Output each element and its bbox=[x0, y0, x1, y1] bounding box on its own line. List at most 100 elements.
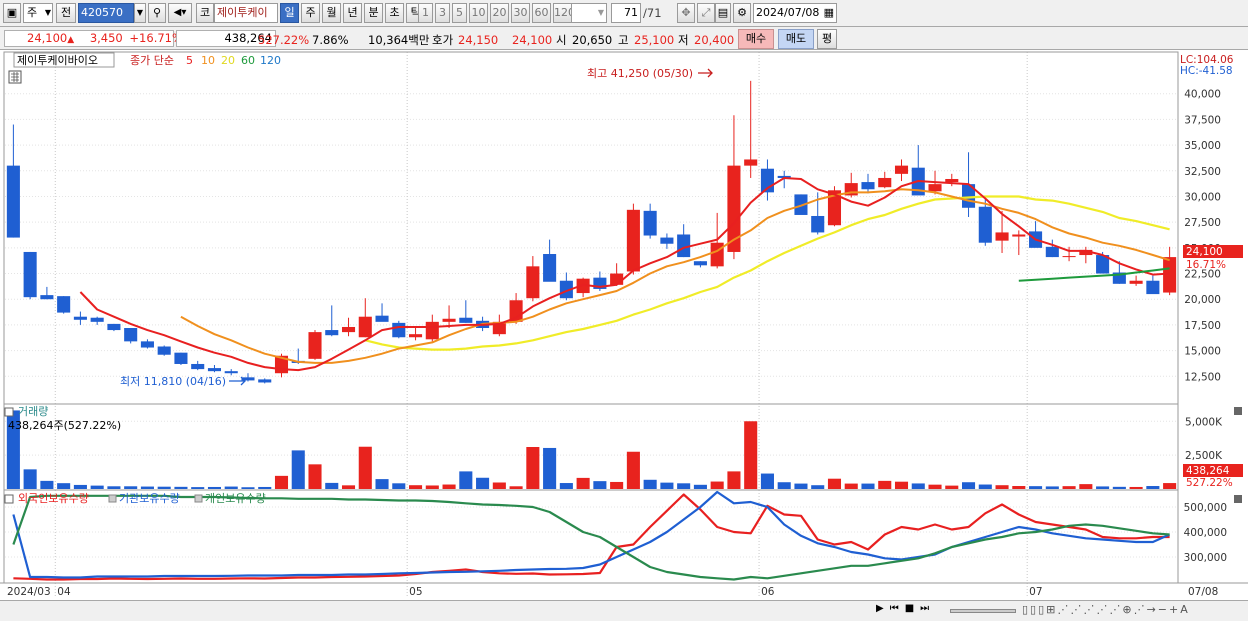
period-0-button[interactable]: 일 bbox=[280, 3, 299, 23]
legend-individual: 개인보유수량 bbox=[205, 492, 266, 505]
draw-line-icon[interactable]: ⤢ bbox=[697, 3, 715, 23]
calendar-icon[interactable]: ▦ bbox=[823, 6, 834, 19]
sell-button[interactable]: 매도 bbox=[778, 29, 814, 49]
volume-bar bbox=[660, 482, 674, 489]
window-menu-icon[interactable]: ▣ bbox=[3, 3, 21, 23]
stock-name: 제이투케이 bbox=[214, 3, 278, 23]
volume-bar bbox=[1079, 484, 1093, 489]
current-price-tag bbox=[1183, 245, 1243, 258]
volume-bar bbox=[811, 485, 825, 489]
candle-body bbox=[576, 278, 590, 294]
legend-ma120: 120 bbox=[260, 54, 281, 67]
volume-bar bbox=[727, 471, 741, 489]
candle-body bbox=[90, 317, 104, 322]
date-input[interactable]: 2024/07/08 ▦ bbox=[753, 3, 837, 23]
prev-button[interactable]: 전 bbox=[56, 3, 76, 23]
panel-toggle-icon[interactable] bbox=[4, 494, 14, 504]
hc-value: HC:-41.58 bbox=[1180, 65, 1233, 77]
candle-body bbox=[425, 321, 439, 340]
volume-bar bbox=[308, 464, 322, 489]
candle-body bbox=[710, 242, 724, 267]
interval-3-button[interactable]: 3 bbox=[435, 3, 450, 23]
chart-grid bbox=[5, 52, 1178, 597]
holdings-line-2 bbox=[12, 494, 1170, 581]
interval-20-button[interactable]: 20 bbox=[490, 3, 509, 23]
ma5-line bbox=[79, 177, 1170, 372]
low-label: 저 bbox=[678, 33, 689, 47]
chevron-down-icon: ▼ bbox=[44, 8, 51, 17]
quote-bar: 24,100▲ 3,450 +16.71% 438,264 527.22% 7.… bbox=[0, 27, 1248, 50]
period-1-button[interactable]: 주 bbox=[301, 3, 320, 23]
legend-marker bbox=[194, 494, 203, 503]
tool-icons[interactable]: ▯▯▯⊞⋰⋰⋰⋰⋰⊕⋰→−+A bbox=[1022, 603, 1190, 616]
price-panel bbox=[6, 80, 1177, 384]
candle-body bbox=[107, 323, 121, 331]
count-total: /71 bbox=[643, 6, 662, 20]
close-icon[interactable] bbox=[1234, 495, 1242, 503]
candle-body bbox=[1146, 280, 1160, 295]
candle-body bbox=[358, 316, 372, 338]
stock-code-input[interactable]: 420570 bbox=[78, 3, 134, 23]
eval-button[interactable]: 평 bbox=[817, 29, 837, 49]
gear-icon[interactable]: ⚙ bbox=[733, 3, 751, 23]
volume-bar bbox=[425, 485, 439, 489]
legend-marker bbox=[108, 494, 117, 503]
scroll-controls[interactable]: ▶⏮■⏭ bbox=[876, 603, 936, 614]
volume-bar bbox=[207, 486, 221, 489]
ma20-line bbox=[365, 195, 1170, 351]
period-3-button[interactable]: 년 bbox=[343, 3, 362, 23]
volume-tag-value: 438,264 bbox=[1186, 465, 1230, 477]
turnover: 7.86% bbox=[312, 33, 349, 47]
volume-bar bbox=[844, 483, 858, 489]
market-type-label[interactable]: 코 bbox=[196, 3, 214, 23]
volume-bar bbox=[1045, 486, 1059, 489]
stock-chart[interactable]: 12,50015,00017,50020,00022,50025,00027,5… bbox=[0, 51, 1248, 602]
candle-body bbox=[894, 165, 909, 174]
candle-body bbox=[1112, 272, 1126, 284]
candle-body bbox=[341, 326, 356, 333]
interval-5-button[interactable]: 5 bbox=[452, 3, 467, 23]
interval-120-button[interactable]: 120 bbox=[553, 3, 575, 23]
price-box: 24,100▲ 3,450 +16.71% bbox=[4, 30, 183, 47]
crosshair-icon[interactable]: ✥ bbox=[677, 3, 695, 23]
interval-10-button[interactable]: 10 bbox=[469, 3, 488, 23]
price-tick-label: 32,500 bbox=[1184, 166, 1221, 178]
close-icon[interactable] bbox=[1234, 407, 1242, 415]
panel-toggle-icon[interactable] bbox=[4, 407, 14, 417]
period-4-button[interactable]: 분 bbox=[364, 3, 383, 23]
speaker-icon[interactable]: ◀▾ bbox=[168, 3, 192, 23]
x-tick-label: 07 bbox=[1029, 586, 1042, 598]
volume-bar bbox=[576, 477, 590, 489]
candle-body bbox=[73, 316, 87, 320]
interval-1-button[interactable]: 1 bbox=[418, 3, 433, 23]
volume-bar bbox=[358, 446, 372, 489]
x-tick-label: 05 bbox=[409, 586, 422, 598]
chart-scroll-bar: ▶⏮■⏭ ▯▯▯⊞⋰⋰⋰⋰⋰⊕⋰→−+A bbox=[0, 600, 1248, 621]
volume-bar bbox=[140, 486, 154, 489]
candle-body bbox=[878, 177, 892, 188]
interval-input[interactable]: ▼ bbox=[571, 3, 607, 23]
buy-button[interactable]: 매수 bbox=[738, 29, 774, 49]
save-icon[interactable]: ▤ bbox=[715, 3, 731, 23]
volume-bar bbox=[6, 410, 20, 489]
period-5-button[interactable]: 초 bbox=[385, 3, 404, 23]
volume-bar bbox=[476, 477, 490, 489]
code-dropdown-icon[interactable]: ▼ bbox=[134, 3, 146, 23]
price-tick-label: 40,000 bbox=[1184, 89, 1221, 101]
bid-price: 24,150 bbox=[458, 33, 499, 47]
count-input[interactable]: 71 bbox=[611, 3, 641, 23]
period-2-button[interactable]: 월 bbox=[322, 3, 341, 23]
volume-bar bbox=[995, 485, 1009, 489]
interval-30-button[interactable]: 30 bbox=[511, 3, 530, 23]
candle-body bbox=[861, 182, 875, 190]
legend-name-box[interactable] bbox=[13, 52, 115, 68]
interval-60-button[interactable]: 60 bbox=[532, 3, 551, 23]
zoom-slider[interactable] bbox=[950, 609, 1016, 613]
candle-body bbox=[744, 159, 758, 166]
volume-bar bbox=[341, 485, 356, 489]
volume-bar bbox=[593, 481, 607, 489]
volume-bar bbox=[40, 480, 54, 489]
search-icon[interactable]: ⚲ bbox=[148, 3, 166, 23]
candle-body bbox=[409, 334, 423, 338]
market-select[interactable]: 주 ▼ bbox=[23, 3, 53, 23]
